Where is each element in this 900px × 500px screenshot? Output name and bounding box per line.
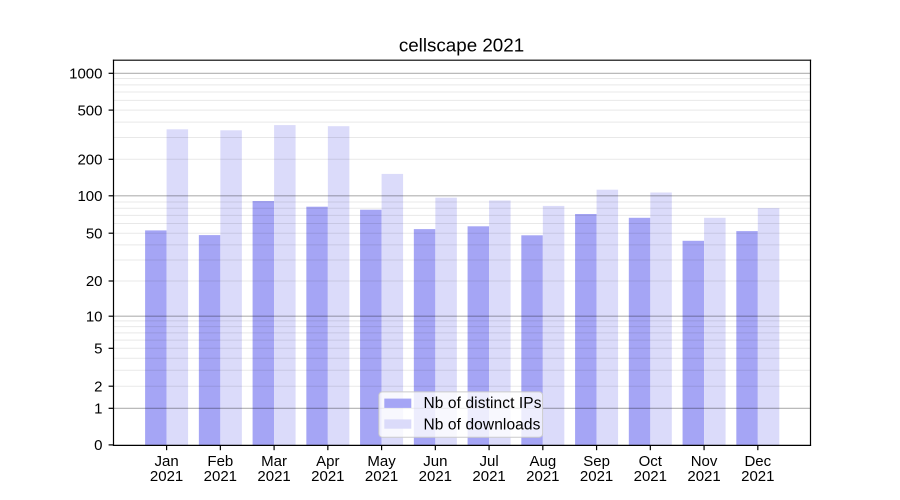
svg-text:2021: 2021 xyxy=(634,468,667,485)
svg-text:Jul: Jul xyxy=(479,453,498,470)
svg-text:1: 1 xyxy=(94,401,102,418)
svg-text:10: 10 xyxy=(86,308,103,325)
svg-text:cellscape 2021: cellscape 2021 xyxy=(399,34,524,55)
svg-text:2021: 2021 xyxy=(311,468,344,485)
svg-text:2021: 2021 xyxy=(204,468,237,485)
svg-text:Jan: Jan xyxy=(155,453,179,470)
svg-text:2021: 2021 xyxy=(741,468,774,485)
svg-text:Nb of distinct IPs: Nb of distinct IPs xyxy=(424,395,542,412)
svg-text:Nb of downloads: Nb of downloads xyxy=(424,416,541,433)
svg-text:2021: 2021 xyxy=(365,468,398,485)
svg-text:200: 200 xyxy=(77,152,102,169)
svg-text:Sep: Sep xyxy=(583,453,610,470)
svg-text:2: 2 xyxy=(94,378,102,395)
svg-text:Nov: Nov xyxy=(691,453,718,470)
svg-text:2021: 2021 xyxy=(687,468,720,485)
svg-text:1000: 1000 xyxy=(69,66,102,83)
svg-text:5: 5 xyxy=(94,341,102,358)
svg-text:2021: 2021 xyxy=(580,468,613,485)
svg-text:2021: 2021 xyxy=(419,468,452,485)
svg-text:Oct: Oct xyxy=(639,453,663,470)
svg-text:2021: 2021 xyxy=(472,468,505,485)
svg-text:Feb: Feb xyxy=(207,453,233,470)
svg-text:50: 50 xyxy=(86,225,103,242)
svg-text:Apr: Apr xyxy=(316,453,339,470)
svg-text:May: May xyxy=(367,453,396,470)
svg-text:Aug: Aug xyxy=(529,453,556,470)
svg-text:Dec: Dec xyxy=(744,453,771,470)
svg-text:20: 20 xyxy=(86,273,103,290)
svg-text:100: 100 xyxy=(77,188,102,205)
svg-text:Mar: Mar xyxy=(261,453,287,470)
svg-text:2021: 2021 xyxy=(526,468,559,485)
svg-text:0: 0 xyxy=(94,437,102,454)
svg-text:2021: 2021 xyxy=(257,468,290,485)
svg-text:Jun: Jun xyxy=(423,453,447,470)
svg-text:500: 500 xyxy=(77,102,102,119)
svg-text:2021: 2021 xyxy=(150,468,183,485)
